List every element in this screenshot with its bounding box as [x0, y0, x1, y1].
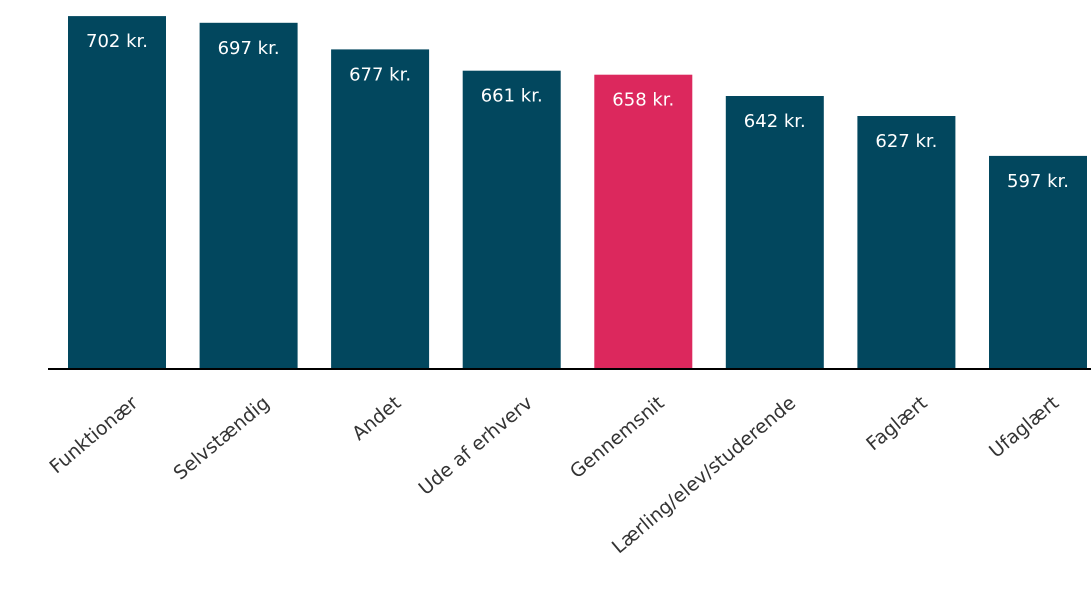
category-label-2: Selvstændig — [169, 392, 273, 485]
bar-8 — [989, 155, 1087, 369]
bar-3 — [331, 49, 430, 370]
bar-6 — [725, 96, 824, 369]
bars-layer — [68, 16, 1087, 370]
category-labels-layer: Funktionær Selvstændig Andet Ude af erhverv… — [45, 392, 1063, 558]
value-labels-layer: 702 kr. 697 kr. 677 kr. 661 kr. 658 kr. 642 k… — [86, 31, 1069, 192]
category-label-7: Faglært — [862, 392, 931, 455]
bar-1 — [68, 16, 166, 369]
value-label-2: 697 kr. — [218, 38, 280, 59]
bar-7 — [857, 116, 956, 369]
value-label-8: 597 kr. — [1007, 171, 1069, 192]
value-label-6: 642 kr. — [744, 111, 806, 132]
category-label-4: Ude af erhverv — [415, 392, 537, 500]
bar-4 — [462, 70, 561, 369]
bar-2 — [199, 22, 298, 370]
value-label-7: 627 kr. — [875, 131, 937, 152]
category-label-8: Ufaglært — [985, 392, 1063, 463]
value-label-3: 677 kr. — [349, 64, 411, 85]
category-label-3: Andet — [348, 392, 405, 445]
value-label-1: 702 kr. — [86, 31, 148, 52]
category-label-1: Funktionær — [45, 392, 142, 478]
bar-5 — [594, 74, 693, 369]
category-label-5: Gennemsnit — [566, 392, 669, 483]
value-label-4: 661 kr. — [481, 86, 543, 107]
value-label-5: 658 kr. — [612, 90, 674, 111]
